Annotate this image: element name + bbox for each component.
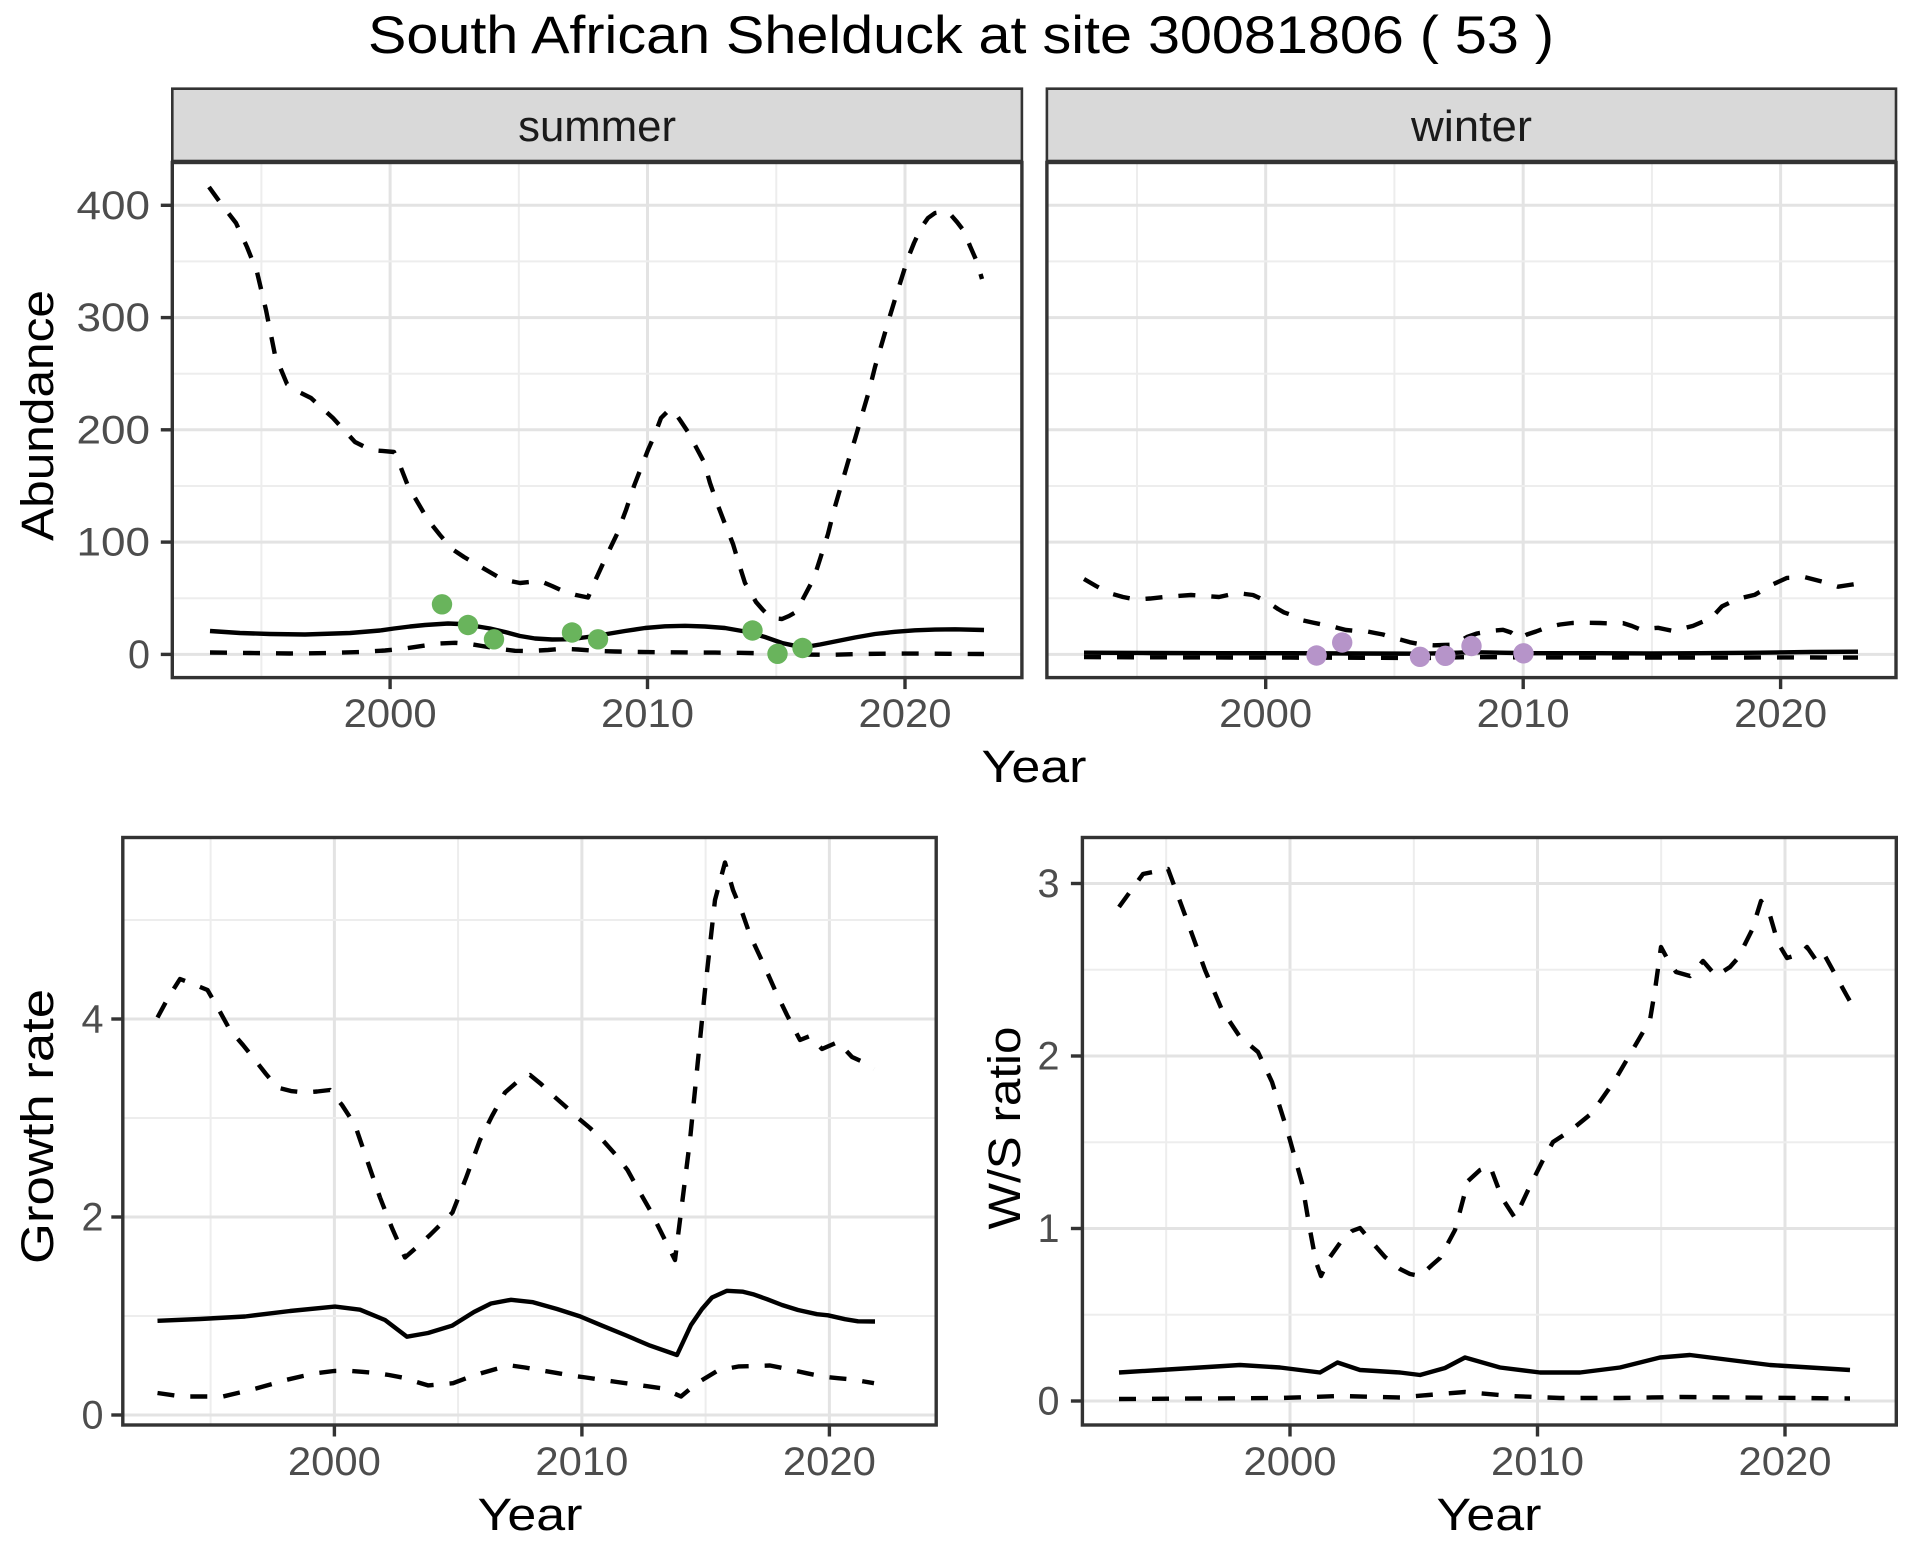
svg-text:2010: 2010 [1491, 1440, 1584, 1484]
svg-text:2010: 2010 [1477, 692, 1570, 736]
svg-text:2020: 2020 [1739, 1440, 1832, 1484]
svg-text:winter: winter [1410, 102, 1532, 151]
svg-text:200: 200 [77, 408, 151, 452]
svg-text:1: 1 [1038, 1207, 1060, 1251]
svg-text:W/S ratio: W/S ratio [979, 1027, 1030, 1230]
svg-text:2020: 2020 [783, 1440, 876, 1484]
svg-text:0: 0 [1038, 1380, 1060, 1424]
svg-text:2000: 2000 [1244, 1440, 1337, 1484]
svg-text:Abundance: Abundance [12, 290, 63, 541]
svg-text:400: 400 [77, 184, 151, 228]
svg-text:2000: 2000 [344, 692, 437, 736]
svg-text:100: 100 [77, 521, 151, 565]
svg-text:Year: Year [982, 741, 1087, 792]
svg-text:4: 4 [82, 998, 104, 1042]
svg-text:0: 0 [82, 1394, 104, 1438]
svg-text:2000: 2000 [288, 1440, 381, 1484]
svg-text:summer: summer [518, 102, 676, 151]
svg-text:Year: Year [478, 1489, 583, 1540]
svg-text:300: 300 [77, 296, 151, 340]
svg-text:2000: 2000 [1219, 692, 1312, 736]
svg-text:2010: 2010 [535, 1440, 628, 1484]
svg-text:2020: 2020 [859, 692, 952, 736]
svg-text:2: 2 [1038, 1035, 1060, 1079]
svg-text:3: 3 [1038, 862, 1060, 906]
svg-text:2010: 2010 [601, 692, 694, 736]
svg-text:2: 2 [82, 1196, 104, 1240]
svg-text:Growth rate: Growth rate [12, 989, 63, 1264]
svg-text:2020: 2020 [1734, 692, 1827, 736]
svg-text:Year: Year [1437, 1489, 1542, 1540]
svg-text:South African Shelduck at site: South African Shelduck at site 30081806 … [368, 6, 1554, 65]
svg-text:0: 0 [128, 633, 150, 677]
